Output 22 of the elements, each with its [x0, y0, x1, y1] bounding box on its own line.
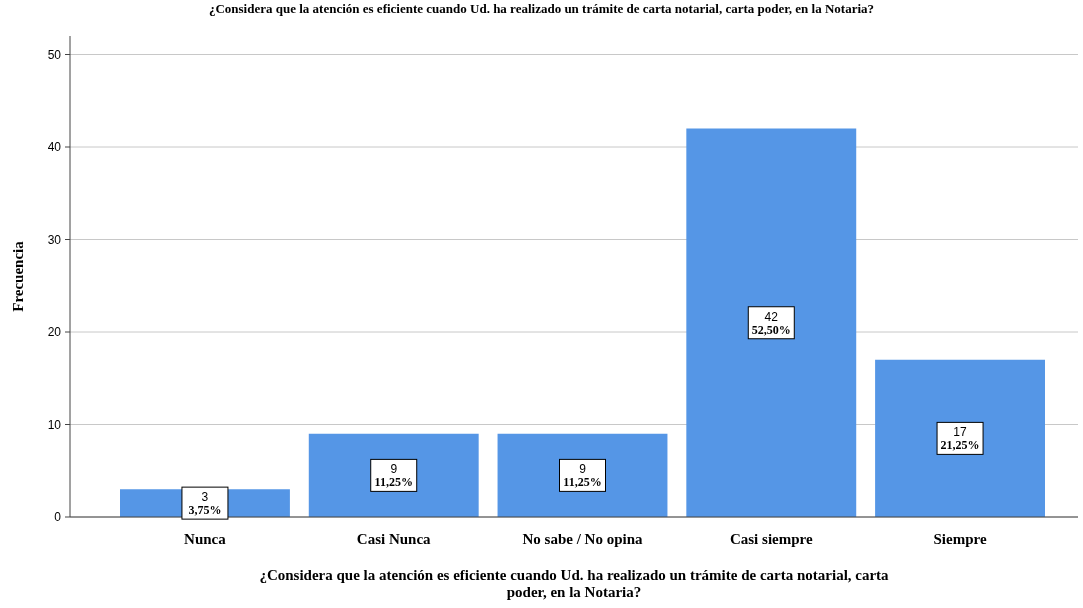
x-tick-label: Casi Nunca	[356, 531, 432, 547]
x-tick-label: Nunca	[184, 531, 227, 547]
bar	[308, 433, 479, 517]
y-tick-label: 40	[47, 140, 62, 154]
y-tick-label: 30	[47, 232, 62, 247]
y-axis-title: Frecuencia	[10, 240, 26, 312]
data-label: 17 21,25%	[940, 425, 980, 453]
data-label: 42 52,50%	[751, 309, 791, 337]
x-tick-label: Casi siempre	[729, 531, 813, 547]
chart-title: ¿Considera que la atención es eficiente cuando Ud. ha realizado un trámite de carta notarial, carta poder, en la Notaria?	[208, 1, 875, 16]
data-label: 9 11,25%	[563, 462, 602, 490]
y-tick-label: 0	[54, 510, 62, 524]
bar	[686, 128, 857, 517]
bar	[875, 359, 1045, 517]
x-axis-title: ¿Considera que la atención es eficiente cuando Ud. ha realizado un trámite de carta notarial, carta poder, en la Notaria?	[259, 567, 890, 600]
y-tick-label: 10	[47, 417, 62, 432]
x-tick-label: No sabe / No opina	[522, 531, 644, 547]
data-label: 3 3,75%	[188, 490, 222, 518]
x-tick-label: Siempre	[933, 531, 987, 547]
y-tick-label: 50	[47, 47, 62, 62]
data-label: 9 11,25%	[374, 462, 413, 490]
y-tick-label: 20	[47, 325, 62, 339]
